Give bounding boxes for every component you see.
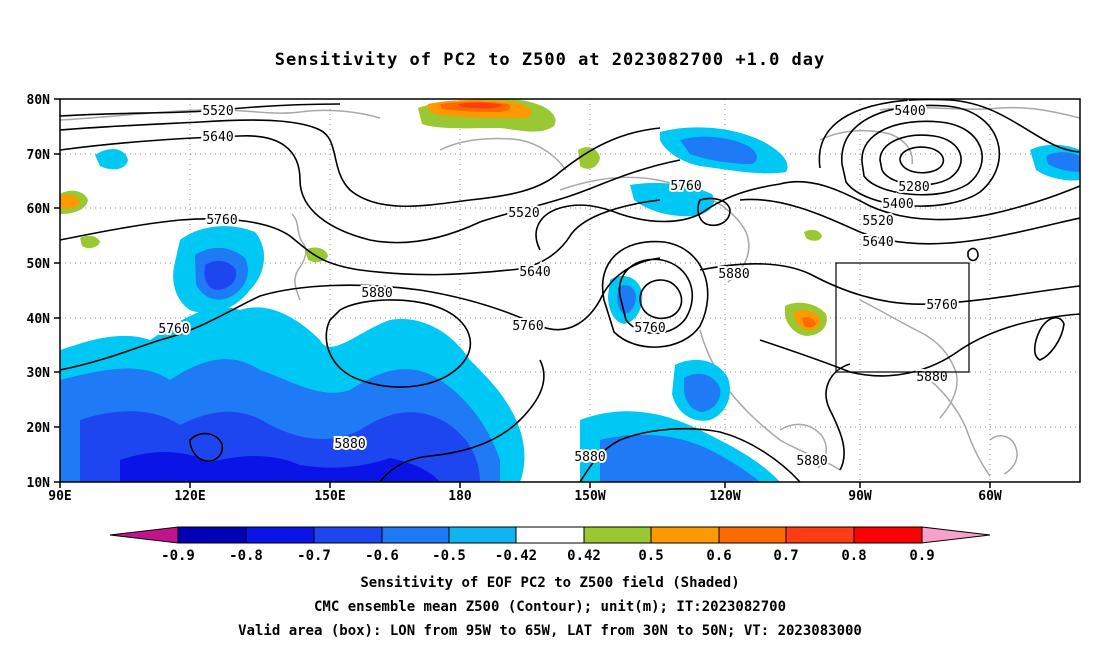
lat-tick-label: 70N [27, 148, 51, 163]
colorbar-label: -0.7 [297, 548, 331, 564]
colorbar-above-triangle [921, 526, 991, 544]
colorbar-label: 0.7 [773, 548, 798, 564]
tick-marks [54, 98, 991, 488]
colorbar-swatch [583, 526, 652, 544]
colorbar-label: 0.9 [909, 548, 934, 564]
valid-area-box [835, 262, 970, 373]
caption-line-1: Sensitivity of EOF PC2 to Z500 field (Sh… [360, 575, 740, 591]
caption-line-3: Valid area (box): LON from 95W to 65W, L… [238, 623, 862, 639]
contour-label: 5400 [882, 197, 913, 212]
colorbar-swatch [313, 526, 383, 544]
colorbar-swatch [650, 526, 720, 544]
longitude-labels: 90E 120E 150E 180 150W 120W 90W 60W [48, 489, 1002, 504]
contour-label: 5880 [796, 454, 827, 469]
colorbar-label: -0.8 [229, 548, 263, 564]
colorbar-swatch [245, 526, 315, 544]
colorbar-swatch [448, 526, 517, 544]
positive-sensitivity-shading [60, 99, 827, 336]
lat-tick-label: 20N [27, 421, 51, 436]
colorbar-labels: -0.9 -0.8 -0.7 -0.6 -0.5 -0.42 0.42 0.5 … [161, 548, 935, 564]
lat-tick-label: 30N [27, 366, 51, 381]
contour-label: 5880 [718, 267, 749, 282]
colorbar-swatch [853, 526, 923, 544]
lon-tick-label: 120W [709, 489, 740, 504]
lon-tick-label: 150E [314, 489, 345, 504]
figure-title: Sensitivity of PC2 to Z500 at 2023082700… [274, 50, 826, 70]
contour-label: 5640 [202, 130, 233, 145]
contour-label: 5760 [206, 213, 237, 228]
lon-tick-label: 90E [48, 489, 71, 504]
lat-tick-label: 50N [27, 257, 51, 272]
contour-label: 5280 [898, 180, 929, 195]
contour-label: 5520 [508, 206, 539, 221]
colorbar-label: 0.6 [706, 548, 731, 564]
contour-label: 5760 [634, 321, 665, 336]
z500-contours [60, 99, 1080, 482]
colorbar-swatch [785, 526, 855, 544]
lon-tick-label: 180 [448, 489, 472, 504]
contour-label: 5880 [334, 437, 365, 452]
contour-label: 5760 [926, 298, 957, 313]
contour-label: 5640 [519, 265, 550, 280]
colorbar-label: -0.42 [495, 548, 537, 564]
colorbar-swatch [515, 526, 585, 544]
contour-label: 5400 [894, 104, 925, 119]
lon-tick-label: 90W [848, 489, 872, 504]
contour-label: 5760 [158, 322, 189, 337]
contour-label: 5640 [862, 235, 893, 250]
contour-label: 5520 [202, 104, 233, 119]
caption-line-2: CMC ensemble mean Z500 (Contour); unit(m… [313, 599, 786, 615]
map-interior: 5520 5640 5760 5400 5280 5400 5520 5640 … [60, 99, 1080, 482]
contour-label: 5880 [361, 286, 392, 301]
lat-tick-label: 60N [27, 202, 51, 217]
contour-labels: 5520 5640 5760 5400 5280 5400 5520 5640 … [156, 102, 959, 471]
colorbar [109, 526, 991, 544]
contour-label: 5880 [916, 370, 947, 385]
colorbar-swatch [718, 526, 787, 544]
contour-label: 5760 [512, 319, 543, 334]
colorbar-label: -0.6 [365, 548, 399, 564]
lat-tick-label: 40N [27, 312, 51, 327]
lon-tick-label: 120E [174, 489, 205, 504]
contour-label: 5880 [574, 450, 605, 465]
colorbar-below-triangle [109, 526, 179, 544]
map-frame [59, 98, 1081, 483]
lat-tick-label: 10N [27, 476, 51, 491]
colorbar-swatch [381, 526, 450, 544]
colorbar-label: 0.42 [567, 548, 601, 564]
colorbar-label: 0.5 [638, 548, 663, 564]
colorbar-label: -0.9 [161, 548, 195, 564]
lon-tick-label: 60W [978, 489, 1002, 504]
negative-sensitivity-shading [60, 127, 1080, 482]
latitude-labels: 80N 70N 60N 50N 40N 30N 20N 10N [27, 93, 51, 491]
lat-tick-label: 80N [27, 93, 51, 108]
lon-tick-label: 150W [574, 489, 605, 504]
colorbar-label: 0.8 [841, 548, 866, 564]
contour-label: 5760 [670, 179, 701, 194]
colorbar-label: -0.5 [432, 548, 466, 564]
colorbar-swatch [177, 526, 247, 544]
contour-label: 5520 [862, 214, 893, 229]
